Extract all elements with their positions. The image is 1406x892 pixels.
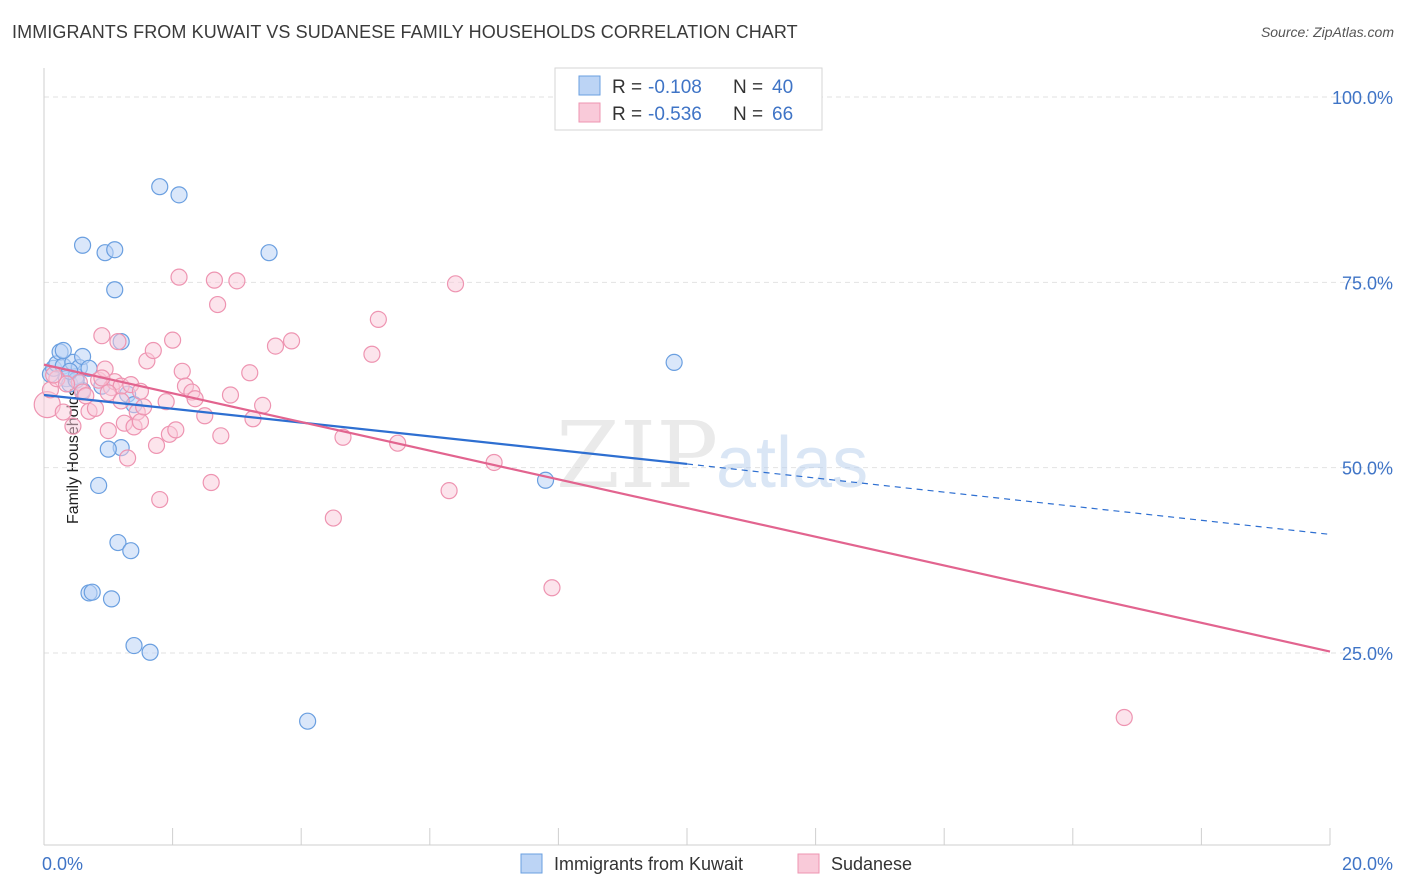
legend-kuwait-n-label: N = <box>733 77 763 98</box>
sudanese-point-54 <box>440 482 458 500</box>
sudanese-point-46 <box>254 396 272 414</box>
y-tick-label-2: 75.0% <box>1342 273 1393 293</box>
chart-title: IMMIGRANTS FROM KUWAIT VS SUDANESE FAMIL… <box>12 22 798 42</box>
sudanese-point-65 <box>112 392 130 410</box>
legend-sudanese-r-value: -0.536 <box>648 104 702 125</box>
tick-labels: 25.0% 50.0% 75.0% 100.0% 0.0% 20.0% <box>42 88 1393 874</box>
gridlines <box>44 96 1394 654</box>
sudanese-point-56 <box>485 453 503 472</box>
legend-sudanese-n-value: 66 <box>772 104 793 125</box>
legend-series: Immigrants from Kuwait Sudanese <box>520 853 912 874</box>
sudanese-point-22 <box>131 413 150 431</box>
kuwait-point-15 <box>106 241 124 259</box>
sudanese-point-49 <box>324 509 342 527</box>
sudanese-point-48 <box>282 332 301 350</box>
sudanese-point-64 <box>45 366 63 384</box>
sudanese-point-31 <box>167 421 185 439</box>
kuwait-point-28 <box>102 590 121 608</box>
legend-kuwait-r-value: -0.108 <box>648 77 702 98</box>
kuwait-point-32 <box>170 186 188 204</box>
sudanese-point-44 <box>241 364 259 382</box>
legend-sudanese-n-label: N = <box>733 104 763 125</box>
sudanese-point-26 <box>147 436 166 455</box>
sudanese-point-37 <box>196 407 214 425</box>
axes <box>43 68 1331 846</box>
kuwait-point-24 <box>109 533 127 552</box>
sudanese-trend <box>43 363 1331 653</box>
sudanese-point-47 <box>266 337 285 355</box>
sudanese-point-28 <box>157 393 175 411</box>
legend-stats: R = -0.108 N = 40 R = -0.536 N = 66 <box>554 67 823 131</box>
y-tick-label-3: 100.0% <box>1332 88 1393 108</box>
sudanese-point-39 <box>205 271 223 289</box>
sudanese-point-41 <box>212 427 230 445</box>
kuwait-point-35 <box>665 353 683 371</box>
sudanese-point-27 <box>151 490 169 509</box>
sudanese-point-40 <box>209 295 227 314</box>
series-sudanese-points <box>33 268 1133 727</box>
trend-lines <box>43 363 1331 653</box>
legend-sudanese-r-label: R = <box>612 104 642 125</box>
sudanese-point-51 <box>363 345 381 363</box>
kuwait-point-33 <box>260 244 278 262</box>
legend-bottom-sudanese-label: Sudanese <box>831 854 912 874</box>
sudanese-point-4 <box>64 417 82 435</box>
sudanese-point-60 <box>77 387 95 405</box>
legend-kuwait-n-value: 40 <box>772 77 793 98</box>
sudanese-point-32 <box>170 268 188 286</box>
kuwait-point-16 <box>106 281 124 299</box>
legend-bottom-sudanese-swatch <box>797 853 820 874</box>
chart-source: Source: ZipAtlas.com <box>1260 24 1394 40</box>
kuwait-point-37 <box>54 341 72 360</box>
kuwait-point-29 <box>125 636 143 655</box>
kuwait-point-30 <box>141 643 159 661</box>
sudanese-point-15 <box>109 333 127 351</box>
kuwait-trend-dashed <box>686 463 1331 535</box>
sudanese-point-58 <box>1115 708 1133 727</box>
sudanese-point-61 <box>99 384 117 402</box>
watermark-zip: ZIP <box>556 402 718 509</box>
legend-bottom-kuwait-swatch <box>520 853 543 874</box>
sudanese-point-30 <box>164 331 182 349</box>
sudanese-point-25 <box>144 341 162 360</box>
kuwait-point-31 <box>151 178 169 196</box>
kuwait-point-34 <box>299 712 317 730</box>
sudanese-point-38 <box>202 473 220 492</box>
legend-bottom-kuwait-label: Immigrants from Kuwait <box>554 854 743 874</box>
sudanese-point-33 <box>173 362 191 380</box>
sudanese-point-43 <box>228 272 246 290</box>
watermark-atlas: atlas <box>716 423 868 503</box>
legend-kuwait-swatch <box>578 75 601 96</box>
x-tick-label-0: 0.0% <box>42 854 83 874</box>
sudanese-point-12 <box>99 422 117 440</box>
sudanese-point-10 <box>93 327 111 345</box>
watermark: ZIP atlas <box>556 402 868 509</box>
sudanese-point-18 <box>118 449 137 467</box>
sudanese-point-42 <box>221 386 240 404</box>
sudanese-point-3 <box>54 403 72 421</box>
sudanese-point-52 <box>369 310 387 328</box>
kuwait-point-22 <box>99 440 117 458</box>
legend-sudanese-swatch <box>578 102 601 123</box>
x-tick-label-1: 20.0% <box>1342 854 1393 874</box>
legend-kuwait-r-label: R = <box>612 77 642 98</box>
kuwait-point-13 <box>73 236 92 254</box>
kuwait-point-25 <box>122 542 140 560</box>
kuwait-trend-solid <box>43 393 688 466</box>
sudanese-point-55 <box>446 275 465 293</box>
y-tick-label-1: 50.0% <box>1342 459 1393 479</box>
sudanese-point-57 <box>543 579 561 597</box>
sudanese-point-59 <box>57 375 76 393</box>
kuwait-point-23 <box>90 476 108 495</box>
y-tick-label-0: 25.0% <box>1342 644 1393 664</box>
kuwait-point-27 <box>83 583 101 601</box>
